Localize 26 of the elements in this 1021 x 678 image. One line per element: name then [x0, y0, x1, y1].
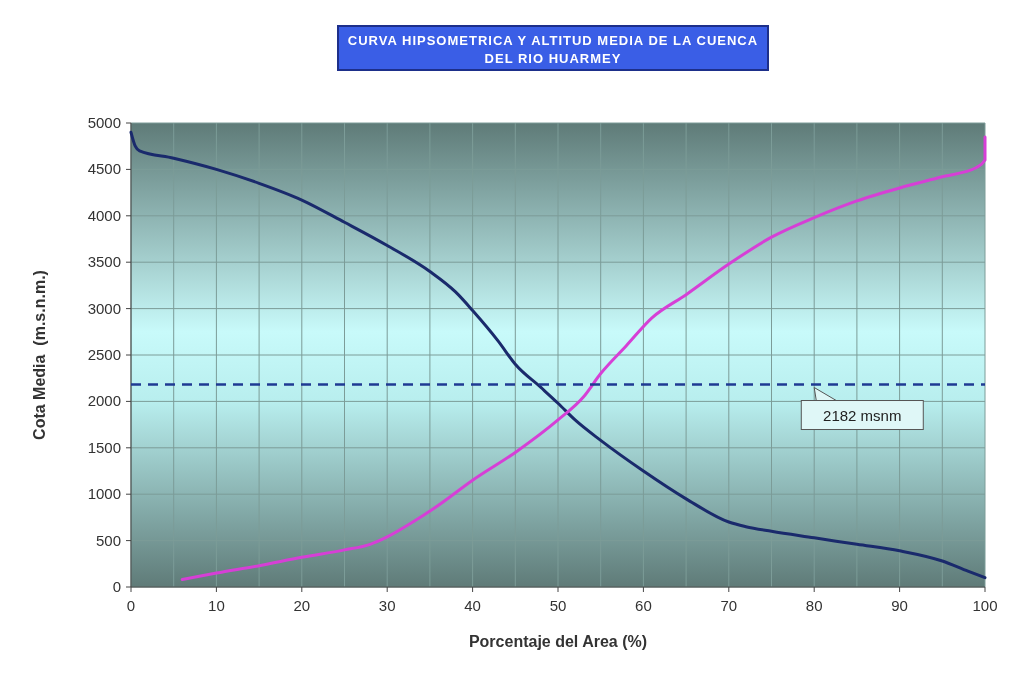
- x-tick-label: 40: [464, 597, 481, 614]
- y-tick-label: 5000: [87, 114, 121, 131]
- x-tick-label: 80: [805, 597, 823, 614]
- y-tick-label: 3500: [87, 253, 121, 271]
- x-tick-label: 100: [972, 597, 998, 614]
- y-tick-label: 3000: [87, 299, 121, 317]
- x-tick-label: 50: [549, 597, 567, 614]
- y-tick-label: 0: [112, 578, 121, 595]
- x-axis-title: Porcentaje del Area (%): [468, 633, 648, 650]
- y-axis-title: Cota Media (m.s.n.m.): [31, 270, 48, 440]
- y-tick-label: 4500: [87, 160, 121, 178]
- y-tick-label: 2500: [87, 346, 121, 363]
- ref-line-label: 2182 msnm: [823, 406, 902, 424]
- x-tick-label: 90: [891, 597, 908, 614]
- x-tick-label: 30: [378, 597, 396, 614]
- y-tick-label: 500: [95, 531, 121, 549]
- x-tick-label: 10: [208, 597, 225, 614]
- y-tick-label: 2000: [87, 392, 121, 410]
- y-tick-label: 1500: [87, 438, 121, 456]
- y-tick-label: 1000: [87, 485, 121, 503]
- x-tick-label: 0: [126, 597, 136, 614]
- y-tick-label: 4000: [87, 206, 121, 224]
- x-tick-label: 60: [635, 597, 652, 614]
- x-tick-label: 20: [293, 597, 311, 614]
- x-tick-label: 70: [720, 597, 738, 614]
- chart-title: CURVA HIPSOMETRICA Y ALTITUD MEDIA DE LA CUENCA DEL RIO HUARMEY: [347, 33, 759, 66]
